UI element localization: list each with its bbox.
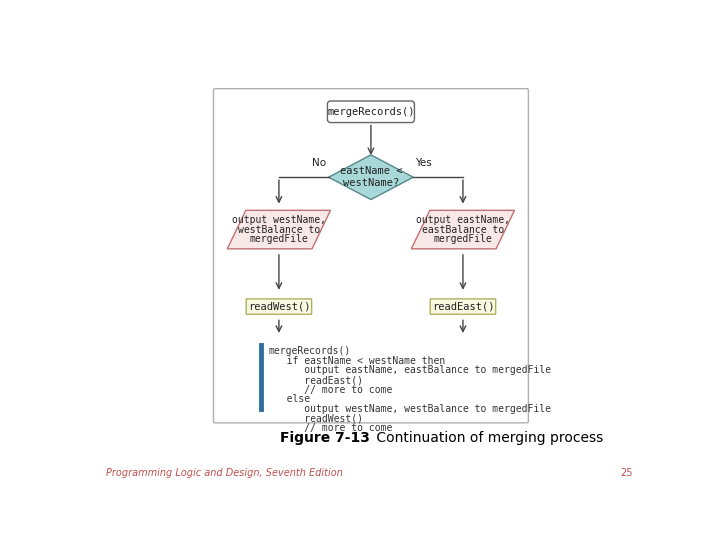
- Text: if eastName < westName then: if eastName < westName then: [269, 356, 445, 366]
- FancyBboxPatch shape: [328, 101, 415, 123]
- Text: readEast(): readEast(): [432, 301, 494, 312]
- Polygon shape: [328, 155, 413, 200]
- Text: Programming Logic and Design, Seventh Edition: Programming Logic and Design, Seventh Ed…: [106, 468, 343, 478]
- Text: output westName,: output westName,: [232, 215, 326, 225]
- Text: // more to come: // more to come: [269, 384, 392, 395]
- Text: mergeRecords(): mergeRecords(): [269, 346, 351, 356]
- Polygon shape: [228, 211, 330, 249]
- Text: eastBalance to: eastBalance to: [422, 225, 504, 234]
- FancyBboxPatch shape: [246, 299, 312, 314]
- Text: eastName <: eastName <: [340, 166, 402, 176]
- Text: 25: 25: [620, 468, 632, 478]
- FancyBboxPatch shape: [213, 89, 528, 423]
- Text: readWest(): readWest(): [248, 301, 310, 312]
- Text: output eastName,: output eastName,: [416, 215, 510, 225]
- Text: Figure 7-13: Figure 7-13: [279, 431, 369, 446]
- Text: readWest(): readWest(): [269, 414, 363, 423]
- Polygon shape: [411, 211, 515, 249]
- Text: else: else: [269, 394, 310, 404]
- Text: // more to come: // more to come: [269, 423, 392, 433]
- Text: westBalance to: westBalance to: [238, 225, 320, 234]
- Text: mergedFile: mergedFile: [250, 234, 308, 244]
- Text: mergedFile: mergedFile: [433, 234, 492, 244]
- Text: Continuation of merging process: Continuation of merging process: [372, 431, 603, 446]
- Text: mergeRecords(): mergeRecords(): [327, 107, 415, 117]
- Text: output westName, westBalance to mergedFile: output westName, westBalance to mergedFi…: [269, 404, 551, 414]
- Text: readEast(): readEast(): [269, 375, 363, 385]
- Text: output eastName, eastBalance to mergedFile: output eastName, eastBalance to mergedFi…: [269, 366, 551, 375]
- FancyBboxPatch shape: [431, 299, 495, 314]
- Text: Yes: Yes: [415, 158, 432, 168]
- Text: No: No: [312, 158, 325, 168]
- Text: westName?: westName?: [343, 178, 399, 188]
